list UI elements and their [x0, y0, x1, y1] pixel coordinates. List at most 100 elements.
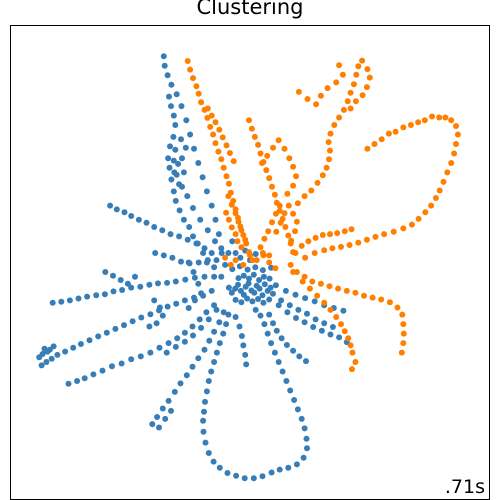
data-point-cluster-0 [147, 311, 154, 318]
data-point-cluster-0 [186, 224, 193, 230]
data-point-cluster-1 [440, 178, 447, 185]
data-point-cluster-1 [333, 79, 340, 86]
data-point-cluster-1 [273, 228, 280, 235]
data-point-cluster-1 [238, 227, 245, 234]
data-point-cluster-0 [208, 368, 215, 375]
data-point-cluster-0 [235, 281, 241, 288]
data-point-cluster-1 [266, 252, 273, 259]
data-point-cluster-0 [109, 363, 115, 370]
data-point-cluster-0 [164, 303, 171, 310]
data-point-cluster-0 [84, 293, 91, 300]
data-point-cluster-0 [213, 257, 220, 264]
data-point-cluster-1 [226, 150, 233, 156]
data-point-cluster-1 [240, 232, 247, 238]
data-point-cluster-1 [428, 202, 435, 209]
data-point-cluster-0 [300, 454, 307, 461]
data-point-cluster-1 [257, 244, 264, 251]
data-point-cluster-1 [386, 299, 393, 306]
data-point-cluster-0 [237, 254, 244, 261]
data-point-cluster-0 [211, 328, 218, 335]
data-point-cluster-0 [170, 188, 177, 195]
data-point-cluster-1 [272, 210, 279, 217]
data-point-cluster-0 [304, 445, 310, 452]
data-point-cluster-1 [349, 349, 356, 356]
data-point-cluster-0 [201, 408, 207, 415]
data-point-cluster-1 [319, 232, 326, 238]
data-point-cluster-0 [293, 315, 299, 321]
data-point-cluster-1 [287, 261, 294, 268]
data-point-cluster-1 [313, 101, 320, 108]
data-point-cluster-1 [331, 122, 338, 128]
data-point-cluster-1 [281, 210, 288, 217]
data-point-cluster-1 [304, 96, 311, 102]
data-point-cluster-1 [448, 160, 455, 166]
data-point-cluster-0 [203, 309, 210, 316]
data-point-cluster-0 [102, 269, 109, 275]
data-point-cluster-1 [263, 167, 270, 174]
data-point-cluster-0 [218, 250, 225, 256]
data-point-cluster-0 [95, 333, 102, 340]
data-point-cluster-0 [174, 335, 181, 342]
data-point-cluster-0 [156, 424, 162, 431]
data-point-cluster-0 [190, 269, 197, 275]
data-point-cluster-1 [212, 140, 219, 147]
data-point-cluster-1 [259, 160, 265, 166]
data-point-cluster-1 [378, 296, 385, 303]
data-point-cluster-0 [86, 337, 93, 344]
data-point-cluster-0 [240, 342, 247, 349]
data-point-cluster-1 [269, 183, 275, 190]
data-point-cluster-1 [399, 311, 406, 318]
data-point-cluster-1 [299, 278, 306, 285]
data-point-cluster-0 [218, 273, 225, 280]
data-point-cluster-1 [326, 283, 333, 290]
data-point-cluster-0 [228, 289, 235, 296]
data-point-cluster-1 [436, 114, 443, 121]
data-point-cluster-0 [70, 344, 77, 351]
data-point-cluster-1 [338, 243, 344, 250]
data-point-cluster-0 [41, 345, 48, 352]
data-point-cluster-0 [291, 397, 298, 403]
data-point-cluster-1 [271, 191, 278, 198]
data-point-cluster-0 [223, 321, 230, 328]
data-point-cluster-1 [184, 58, 191, 64]
data-point-cluster-0 [177, 380, 184, 387]
data-point-cluster-0 [183, 372, 190, 379]
data-point-cluster-0 [118, 360, 125, 367]
data-point-cluster-1 [234, 238, 241, 245]
data-point-cluster-1 [227, 261, 234, 268]
data-point-cluster-0 [198, 290, 205, 297]
data-point-cluster-1 [422, 209, 429, 216]
data-point-cluster-0 [164, 279, 171, 286]
data-point-cluster-1 [400, 330, 407, 337]
data-point-cluster-1 [371, 141, 378, 147]
data-point-cluster-0 [268, 469, 275, 476]
data-point-cluster-1 [306, 285, 313, 292]
data-point-cluster-1 [407, 122, 414, 128]
data-point-cluster-1 [277, 219, 284, 226]
data-point-cluster-1 [253, 257, 260, 264]
data-point-cluster-0 [159, 312, 166, 319]
data-point-cluster-0 [129, 318, 136, 325]
data-point-cluster-1 [270, 144, 276, 151]
data-point-cluster-0 [303, 435, 310, 442]
data-point-cluster-1 [286, 155, 293, 162]
data-point-cluster-0 [93, 292, 100, 299]
data-point-cluster-0 [171, 388, 178, 395]
data-point-cluster-1 [251, 133, 258, 140]
data-point-cluster-1 [326, 156, 332, 163]
data-point-cluster-0 [190, 332, 196, 339]
data-point-cluster-0 [160, 53, 167, 60]
data-point-cluster-1 [390, 228, 397, 235]
data-point-cluster-0 [172, 146, 179, 153]
data-point-cluster-0 [271, 349, 278, 356]
data-point-cluster-1 [292, 228, 298, 235]
data-point-cluster-1 [336, 114, 343, 121]
data-point-cluster-0 [249, 298, 256, 305]
data-point-cluster-0 [161, 62, 168, 69]
data-point-cluster-0 [195, 280, 202, 287]
data-point-cluster-0 [270, 320, 276, 327]
data-point-cluster-0 [193, 240, 200, 247]
data-point-cluster-1 [366, 74, 373, 81]
data-point-cluster-1 [408, 221, 415, 228]
data-point-cluster-0 [213, 349, 220, 356]
